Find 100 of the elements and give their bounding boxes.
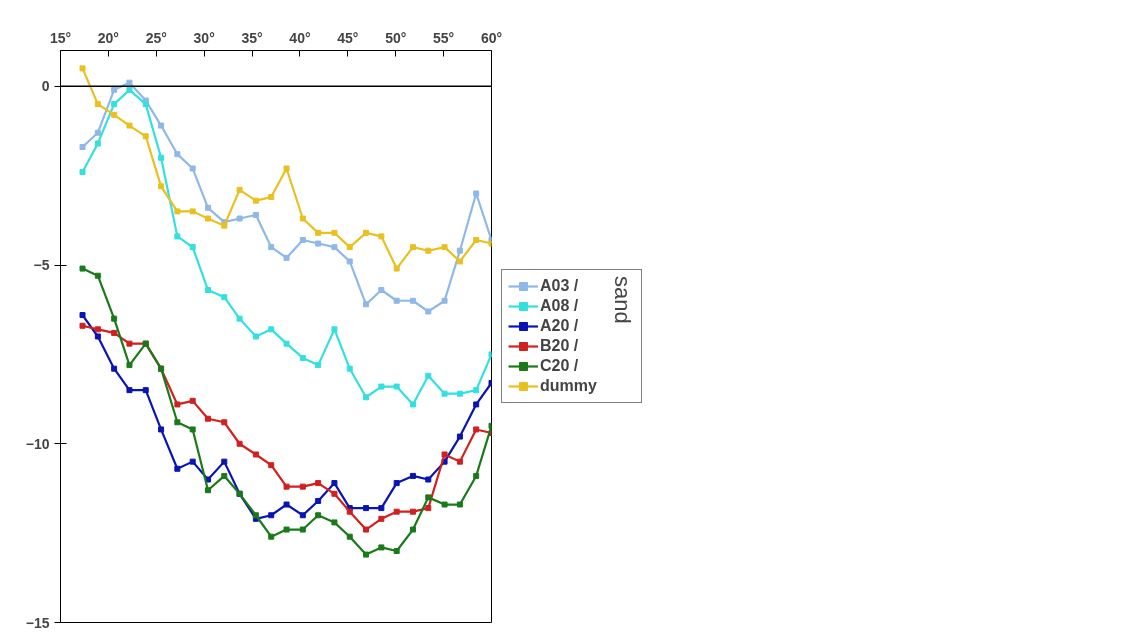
x-tick-label: 15°: [49, 29, 72, 46]
point: [79, 65, 86, 72]
point: [111, 86, 118, 93]
point: [283, 340, 290, 347]
point: [331, 229, 338, 236]
point: [393, 265, 400, 272]
point: [315, 362, 322, 369]
point: [189, 165, 196, 172]
y-tick-label: −10: [25, 435, 50, 452]
point: [441, 244, 448, 251]
x-tick-label: 55°: [433, 29, 455, 46]
point: [409, 401, 416, 408]
point: [189, 244, 196, 251]
point: [283, 501, 290, 508]
point: [315, 512, 322, 519]
point: [79, 169, 86, 176]
point: [142, 101, 149, 108]
point: [94, 140, 101, 147]
point: [126, 362, 133, 369]
point: [268, 326, 275, 333]
point: [189, 397, 196, 404]
point: [425, 372, 432, 379]
point: [111, 111, 118, 118]
point: [315, 229, 322, 236]
x-tick-label: 20°: [97, 29, 119, 46]
point: [268, 462, 275, 469]
point: [94, 326, 101, 333]
point: [158, 183, 165, 190]
x-tick-label: 45°: [337, 29, 359, 46]
point: [346, 365, 353, 372]
point: [456, 458, 463, 465]
point: [299, 236, 306, 243]
x-tick-label: 60°: [480, 29, 503, 46]
point: [268, 244, 275, 251]
point: [79, 322, 86, 329]
point: [331, 490, 338, 497]
point: [299, 483, 306, 490]
point: [363, 301, 370, 308]
x-tick-label: 35°: [241, 29, 263, 46]
point: [425, 476, 432, 483]
point: [94, 101, 101, 108]
point: [79, 312, 86, 319]
point: [409, 297, 416, 304]
point: [142, 387, 149, 394]
point: [425, 247, 432, 254]
point: [378, 287, 385, 294]
legend-label: A08 /: [540, 297, 579, 315]
point: [111, 365, 118, 372]
point: [473, 387, 480, 394]
point: [409, 472, 416, 479]
point: [79, 265, 86, 272]
point: [174, 401, 181, 408]
point: [393, 480, 400, 487]
point: [315, 497, 322, 504]
point: [94, 129, 101, 136]
point: [174, 465, 181, 472]
point: [268, 533, 275, 540]
point: [174, 208, 181, 215]
point: [393, 383, 400, 390]
point: [299, 526, 306, 533]
point: [205, 476, 211, 483]
point: [456, 433, 463, 440]
legend-label: dummy: [540, 377, 597, 395]
point: [456, 258, 463, 265]
point: [94, 272, 101, 279]
point: [473, 426, 480, 433]
point: [283, 165, 290, 172]
legend-title: sand: [608, 276, 635, 326]
legend-label: A20 /: [540, 317, 579, 335]
point: [346, 258, 353, 265]
point: [378, 544, 385, 551]
point: [94, 333, 101, 340]
legend-label: A03 /: [540, 277, 579, 295]
point: [441, 501, 448, 508]
point: [221, 419, 228, 426]
point: [363, 505, 370, 512]
y-tick-label: −5: [33, 257, 50, 273]
point: [126, 387, 133, 394]
point: [393, 548, 400, 554]
point: [158, 426, 165, 433]
point: [331, 244, 338, 251]
point: [268, 512, 275, 519]
point: [425, 505, 432, 512]
x-tick-label: 50°: [385, 29, 407, 46]
point: [126, 86, 133, 93]
point: [363, 551, 370, 558]
point: [236, 215, 243, 222]
point: [205, 215, 211, 222]
point: [189, 458, 196, 465]
point: [393, 508, 400, 515]
point: [252, 333, 259, 340]
point: [283, 254, 290, 261]
point: [174, 233, 181, 240]
point: [363, 526, 370, 533]
point: [299, 215, 306, 222]
point: [126, 340, 133, 347]
x-tick-label: 25°: [145, 29, 167, 46]
point: [346, 244, 353, 251]
point: [425, 494, 432, 501]
y-tick-label: −15: [25, 614, 50, 631]
